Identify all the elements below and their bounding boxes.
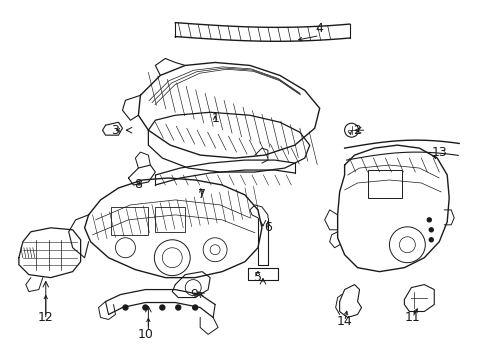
Circle shape — [142, 305, 147, 310]
Text: 4: 4 — [315, 22, 323, 35]
Circle shape — [175, 305, 181, 310]
Text: 13: 13 — [430, 145, 446, 159]
Bar — [367, 170, 402, 198]
Text: 2: 2 — [353, 124, 361, 137]
Text: 9: 9 — [190, 288, 198, 301]
Circle shape — [160, 305, 164, 310]
Text: 12: 12 — [38, 311, 54, 324]
Text: 14: 14 — [336, 315, 352, 328]
Text: 8: 8 — [134, 179, 142, 192]
Text: 7: 7 — [198, 188, 206, 202]
Text: 1: 1 — [211, 112, 219, 125]
Circle shape — [192, 305, 197, 310]
Text: 10: 10 — [137, 328, 153, 341]
Text: 11: 11 — [404, 311, 419, 324]
Bar — [110, 207, 148, 235]
Circle shape — [122, 305, 128, 310]
Bar — [155, 207, 185, 232]
Text: 6: 6 — [264, 221, 271, 234]
Circle shape — [427, 218, 430, 222]
Text: 3: 3 — [111, 124, 119, 137]
Circle shape — [428, 228, 432, 232]
Circle shape — [428, 238, 432, 242]
Text: 5: 5 — [253, 271, 262, 284]
